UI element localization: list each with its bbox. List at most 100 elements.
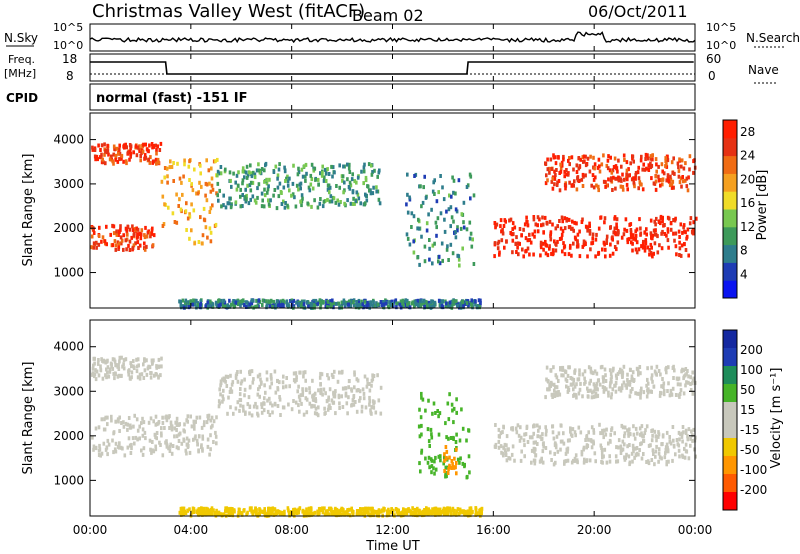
echo-cell [380,303,384,308]
echo-cell [340,506,343,511]
echo-cell [640,154,643,159]
echo-cell [649,250,653,255]
echo-cell [628,460,632,465]
echo-cell [603,220,606,225]
echo-cell [271,506,275,511]
freq-unit-label: [MHz] [4,67,36,80]
echo-cell [609,439,612,444]
echo-cell [190,182,193,187]
echo-cell [657,447,661,452]
velocity-panel [89,319,696,517]
echo-cell [346,512,350,517]
echo-cell [609,155,612,160]
echo-cell [408,195,411,200]
echo-cell [282,199,285,204]
echo-cell [678,246,682,251]
echo-cell [339,200,342,204]
echo-cell [318,510,321,515]
echo-cell [102,358,106,363]
echo-cell [278,162,281,167]
echo-cell [297,403,300,408]
echo-cell [553,239,556,244]
echo-cell [439,458,442,463]
echo-cell [265,181,269,186]
freq-tick-low: 8 [66,69,74,83]
echo-cell [459,226,463,231]
nsearch-label: N.Search [746,31,800,45]
echo-cell [278,395,281,399]
echo-cell [230,382,234,387]
echo-cell [177,439,181,443]
echo-cell [239,369,242,374]
echo-cell [264,163,267,168]
echo-cell [607,154,610,159]
echo-cell [368,302,371,307]
echo-cell [670,185,674,190]
echo-cell [222,376,226,381]
echo-cell [586,254,589,259]
echo-cell [145,147,149,152]
echo-cell [661,182,664,187]
echo-cell [435,511,439,516]
echo-cell [135,357,138,362]
echo-cell [275,304,279,309]
echo-cell [92,444,96,449]
echo-cell [659,178,662,182]
echo-cell [627,167,630,172]
echo-cell [689,436,692,441]
echo-cell [626,237,629,242]
echo-cell [621,383,624,388]
echo-cell [557,379,560,383]
echo-cell [474,506,478,511]
echo-cell [153,373,156,378]
echo-cell [349,183,353,188]
echo-cell [594,394,598,399]
echo-cell [211,203,214,208]
echo-cell [273,188,277,192]
echo-cell [318,201,322,206]
echo-cell [237,302,240,307]
echo-cell [420,391,423,396]
echo-cell [151,440,154,444]
echo-cell [336,198,339,203]
echo-cell [360,409,364,414]
echo-cell [467,302,470,307]
echo-cell [415,302,418,307]
echo-cell [594,175,597,180]
freq-label: Freq. [8,53,35,66]
echo-cell [208,210,212,214]
echo-cell [175,423,179,427]
echo-cell [562,431,565,436]
echo-cell [684,230,687,235]
echo-cell [347,185,351,189]
echo-cell [472,193,476,198]
echo-cell [651,379,654,384]
echo-cell [126,427,129,432]
echo-cell [519,435,523,440]
echo-cell [427,300,431,305]
echo-cell [567,252,571,257]
colorbar-tick-label: 4 [740,267,748,281]
echo-cell [446,471,450,475]
echo-cell [433,300,437,305]
echo-cell [160,356,163,361]
echo-cell [569,427,573,432]
echo-cell [124,421,128,426]
echo-cell [447,436,450,441]
echo-cell [337,202,341,207]
echo-cell [563,226,567,231]
echo-cell [372,401,375,406]
echo-cell [212,440,215,444]
echo-cell [138,376,142,381]
echo-cell [91,145,94,150]
echo-cell [110,364,113,369]
echo-cell [627,173,630,178]
echo-cell [536,215,540,220]
echo-cell [360,404,364,409]
echo-cell [425,221,429,226]
echo-cell [634,426,638,431]
echo-cell [581,244,585,249]
echo-cell [362,509,366,514]
echo-cell [182,174,185,179]
echo-cell [595,384,598,389]
